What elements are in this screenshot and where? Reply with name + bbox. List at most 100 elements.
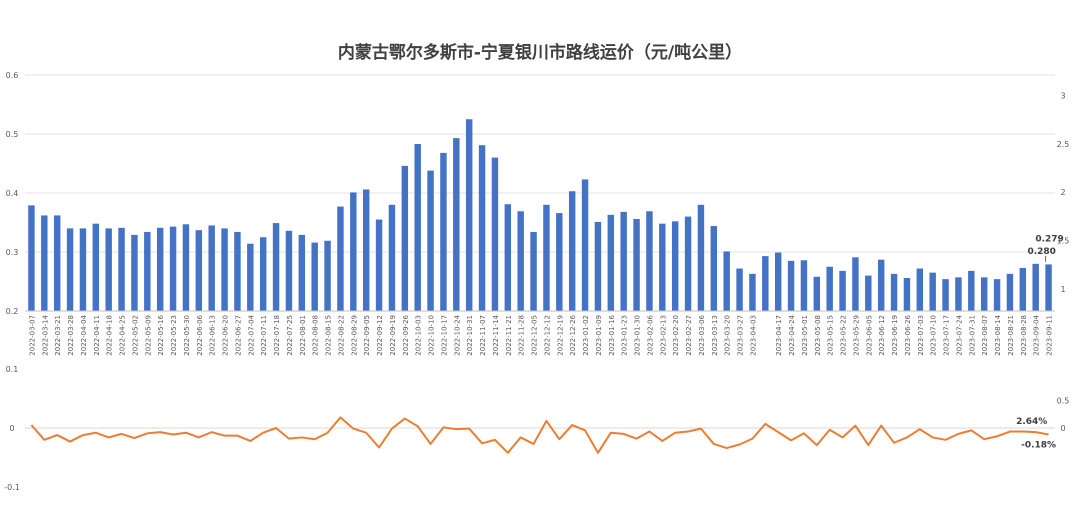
bar: [774, 252, 782, 311]
x-tick-label: 2023-07-24: [955, 314, 963, 355]
bar: [968, 270, 975, 311]
bar: [79, 228, 87, 311]
x-tick-label: 2023-06-19: [891, 315, 899, 356]
x-tick-label: 2022-10-17: [440, 315, 448, 356]
bar: [607, 214, 615, 311]
x-tick-label: 2023-03-27: [737, 315, 745, 356]
x-tick-label: 2023-04-03: [749, 315, 757, 356]
bar: [852, 257, 859, 311]
x-tick-label: 2022-12-12: [543, 315, 551, 356]
bar: [517, 211, 524, 311]
bar: [208, 225, 215, 311]
x-tick-label: 2022-11-14: [492, 314, 500, 355]
bar-secondary-tick-label: 1: [1060, 285, 1065, 294]
grid-layer: [25, 74, 1055, 429]
x-tick-label: 2023-03-06: [698, 314, 706, 355]
bar: [568, 191, 576, 311]
x-tick-label: 2023-01-02: [582, 315, 590, 356]
bar: [659, 223, 666, 311]
x-tick-label: 2022-05-02: [131, 315, 139, 356]
bar: [556, 213, 563, 311]
x-tick-label: 2022-10-24: [453, 314, 461, 355]
x-tick-label: 2023-06-26: [904, 314, 912, 355]
bar: [1032, 263, 1039, 311]
bar: [465, 119, 473, 311]
bar: [890, 273, 898, 311]
x-tick-label: 2023-07-10: [930, 315, 938, 356]
x-tick-label: 2023-03-20: [724, 315, 732, 356]
bar: [749, 273, 756, 311]
x-tick-label: 2023-05-08: [814, 315, 822, 356]
line-series: [30, 416, 1049, 454]
bar: [1019, 267, 1027, 311]
bar: [697, 204, 705, 311]
x-tick-label: 2022-08-29: [350, 315, 358, 356]
bar: [362, 189, 370, 311]
x-tick-label: 2023-05-01: [801, 315, 809, 356]
bar: [350, 192, 357, 311]
x-tick-label: 2022-04-11: [93, 315, 101, 356]
x-tick-label: 2022-03-28: [67, 315, 75, 356]
bar-y-tick-label: 0.2: [6, 307, 19, 316]
bar: [980, 277, 988, 311]
bar: [414, 144, 421, 311]
x-tick-label: 2022-04-18: [106, 315, 114, 356]
x-tick-label: 2022-10-10: [428, 315, 436, 356]
bar: [684, 216, 692, 311]
x-tick-label: 2023-08-21: [1007, 315, 1015, 356]
x-tick-label: 2023-01-16: [608, 314, 616, 355]
x-tick-label: 2023-09-04: [1033, 314, 1041, 355]
x-tick-label: 2023-03-13: [711, 315, 719, 356]
bar-y-tick-label: 0.6: [6, 71, 19, 80]
line-y-tick-label: 0: [9, 424, 14, 433]
bar: [221, 228, 228, 311]
bar: [710, 226, 718, 311]
x-tick-label: 2022-03-21: [54, 315, 62, 356]
bar: [401, 165, 409, 311]
x-tick-label: 2022-06-20: [222, 315, 230, 356]
bar: [156, 227, 164, 311]
x-tick-label: 2022-07-04: [247, 314, 255, 355]
x-tick-label: 2022-06-06: [196, 314, 204, 355]
bar: [620, 211, 627, 311]
bar-secondary-tick-label: 1.5: [1057, 237, 1070, 246]
x-tick-label: 2022-03-07: [28, 315, 36, 356]
bar: [298, 234, 306, 311]
bar: [839, 270, 846, 311]
x-tick-label: 2022-12-19: [556, 315, 564, 356]
bar: [530, 231, 537, 311]
x-tick-label: 2023-07-31: [968, 315, 976, 356]
bar: [955, 277, 962, 311]
x-tick-label: 2022-12-26: [569, 314, 577, 355]
x-tick-label: 2022-07-18: [273, 315, 281, 356]
x-tick-label: 2022-08-08: [312, 315, 320, 356]
bar: [478, 145, 486, 311]
bar: [195, 230, 203, 311]
x-tick-label: 2023-06-12: [878, 315, 886, 356]
x-tick-label: 2023-01-30: [634, 315, 642, 356]
bar: [28, 205, 35, 311]
bar: [736, 268, 743, 311]
bar: [427, 170, 434, 311]
x-tick-label: 2022-08-01: [299, 315, 307, 356]
bar: [453, 138, 460, 311]
bar: [723, 251, 730, 311]
x-tick-label: 2023-07-03: [917, 315, 925, 356]
bar-secondary-tick-label: 3: [1060, 91, 1065, 100]
x-tick-label: 2022-09-05: [363, 315, 371, 356]
bar: [916, 268, 924, 311]
bar: [594, 221, 602, 311]
data-labels: 0.280 0.279 2.64% -0.18%: [1016, 234, 1064, 450]
bar: [388, 204, 396, 311]
x-tick-label: 2023-01-09: [595, 315, 603, 356]
bar: [66, 228, 74, 311]
x-tick-label: 2023-08-28: [1020, 315, 1028, 356]
line-data-label-second-last: 2.64%: [1016, 417, 1047, 427]
bar-y-tick-label: 0.5: [6, 130, 19, 139]
x-tick-label: 2023-02-06: [646, 314, 654, 355]
x-tick-label: 2023-01-23: [621, 315, 629, 356]
bar-secondary-tick-label: 2.5: [1057, 140, 1070, 149]
x-tick-label: 2022-03-14: [41, 314, 49, 355]
bar: [92, 223, 100, 311]
x-tick-label: 2022-08-22: [337, 315, 345, 356]
